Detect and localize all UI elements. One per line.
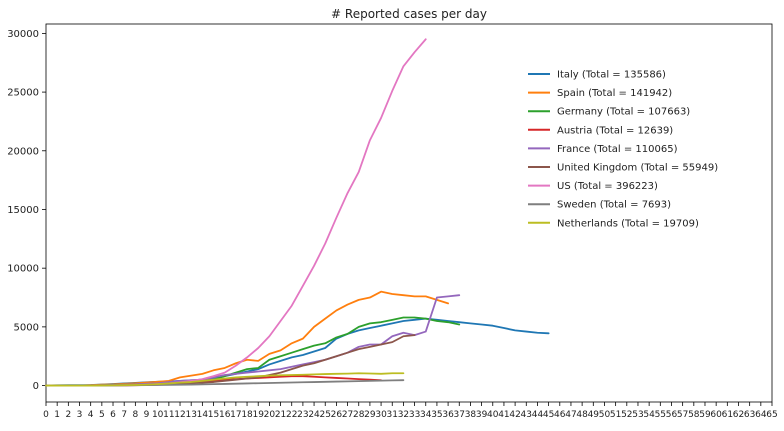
x-tick-label: 41: [498, 410, 509, 420]
x-tick-label: 51: [610, 410, 621, 420]
legend-label-4: France (Total = 110065): [557, 144, 678, 155]
y-tick-label: 25000: [7, 88, 39, 99]
x-tick-label: 15: [208, 410, 219, 420]
x-tick-label: 14: [197, 410, 209, 420]
legend-label-2: Germany (Total = 107663): [557, 107, 690, 118]
x-tick-label: 44: [532, 410, 544, 420]
x-tick-label: 56: [666, 410, 678, 420]
x-tick-label: 35: [431, 410, 442, 420]
x-tick-label: 40: [487, 410, 499, 420]
x-tick-label: 55: [655, 410, 666, 420]
x-tick-label: 1: [54, 410, 60, 420]
x-tick-label: 63: [744, 410, 755, 420]
x-tick-label: 7: [121, 410, 127, 420]
x-tick-label: 23: [297, 410, 308, 420]
x-tick-label: 57: [677, 410, 688, 420]
x-tick-label: 52: [621, 410, 632, 420]
x-tick-label: 30: [375, 410, 387, 420]
x-tick-label: 28: [353, 410, 365, 420]
x-tick-label: 60: [710, 410, 722, 420]
x-tick-label: 53: [632, 410, 643, 420]
y-tick-label: 0: [33, 381, 39, 392]
x-tick-label: 47: [565, 410, 576, 420]
x-tick-label: 9: [144, 410, 150, 420]
x-tick-label: 0: [43, 410, 49, 420]
x-tick-label: 8: [132, 410, 138, 420]
x-tick-label: 62: [733, 410, 744, 420]
y-tick-label: 5000: [14, 322, 39, 333]
legend-label-3: Austria (Total = 12639): [557, 125, 673, 136]
x-tick-label: 11: [163, 410, 174, 420]
x-tick-label: 34: [420, 410, 432, 420]
x-tick-label: 36: [442, 410, 454, 420]
x-tick-label: 33: [409, 410, 420, 420]
x-tick-label: 16: [219, 410, 231, 420]
y-tick-label: 10000: [7, 264, 39, 275]
x-tick-label: 64: [755, 410, 767, 420]
x-tick-label: 12: [174, 410, 185, 420]
x-tick-label: 17: [230, 410, 241, 420]
x-tick-label: 18: [241, 410, 253, 420]
plot-frame: [45, 23, 773, 403]
x-tick-label: 27: [342, 410, 353, 420]
y-tick-label: 15000: [7, 205, 39, 216]
x-tick-label: 58: [688, 410, 700, 420]
x-tick-label: 31: [387, 410, 398, 420]
x-tick-label: 13: [185, 410, 196, 420]
y-tick-label: 20000: [7, 146, 39, 157]
x-tick-label: 48: [576, 410, 588, 420]
x-tick-label: 25: [320, 410, 331, 420]
x-tick-label: 49: [588, 410, 600, 420]
x-tick-label: 42: [509, 410, 520, 420]
x-tick-label: 10: [152, 410, 164, 420]
legend-label-7: Sweden (Total = 7693): [557, 200, 671, 211]
x-tick-label: 43: [521, 410, 532, 420]
x-tick-label: 2: [65, 410, 71, 420]
x-tick-label: 39: [476, 410, 488, 420]
legend-label-8: Netherlands (Total = 19709): [557, 218, 699, 229]
x-tick-label: 6: [110, 410, 116, 420]
legend: Italy (Total = 135586) Spain (Total = 141…: [528, 70, 718, 229]
x-tick-label: 19: [252, 410, 264, 420]
x-tick-label: 4: [88, 410, 94, 420]
x-tick-label: 38: [465, 410, 477, 420]
x-tick-label: 22: [286, 410, 297, 420]
legend-label-5: United Kingdom (Total = 55949): [557, 163, 718, 174]
x-tick-label: 21: [275, 410, 286, 420]
x-tick-label: 65: [766, 410, 777, 420]
x-tick-label: 24: [308, 410, 320, 420]
x-tick-label: 37: [454, 410, 465, 420]
x-tick-label: 29: [364, 410, 376, 420]
x-tick-label: 26: [331, 410, 343, 420]
chart-title: # Reported cases per day: [331, 7, 487, 21]
series-lines: [45, 38, 550, 387]
y-tick-label: 30000: [7, 29, 39, 40]
x-tick-label: 50: [599, 410, 611, 420]
legend-label-6: US (Total = 396223): [557, 181, 658, 192]
x-tick-label: 45: [543, 410, 554, 420]
x-tick-label: 32: [398, 410, 409, 420]
legend-label-1: Spain (Total = 141942): [557, 88, 672, 99]
x-tick-label: 3: [77, 410, 83, 420]
x-tick-label: 59: [699, 410, 711, 420]
series-line-6: [45, 38, 427, 387]
series-line-8: [45, 372, 405, 387]
x-tick-label: 20: [264, 410, 276, 420]
legend-label-0: Italy (Total = 135586): [557, 70, 666, 81]
x-tick-label: 46: [554, 410, 566, 420]
x-tick-label: 61: [722, 410, 733, 420]
x-tick-label: 5: [99, 410, 105, 420]
x-tick-label: 54: [643, 410, 655, 420]
